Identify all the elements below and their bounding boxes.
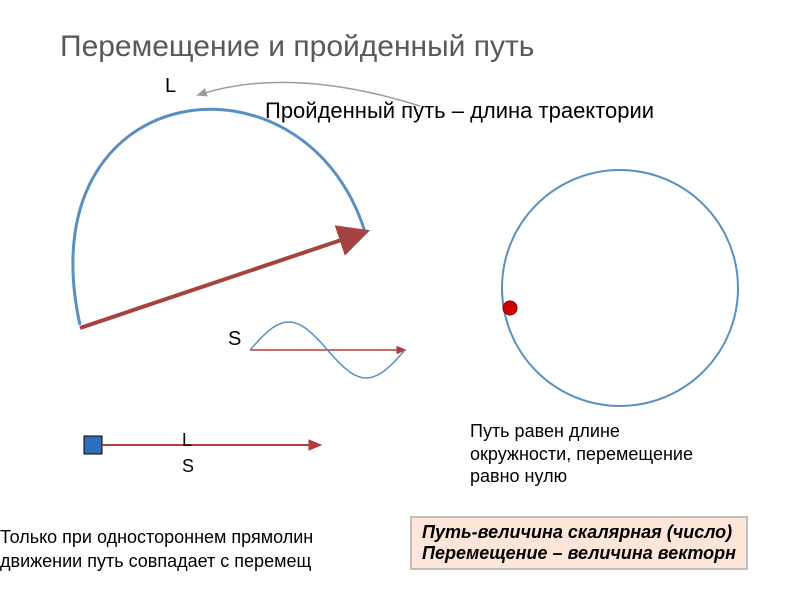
trajectory-circle (502, 170, 738, 406)
label-S-arc: S (228, 328, 241, 351)
label-L-segment: L (182, 430, 192, 451)
square-icon (84, 436, 102, 454)
note-line-1: Путь-величина скалярная (число) (422, 522, 736, 543)
slide-stage: Перемещение и пройденный путь Пройденный… (0, 0, 800, 600)
note-box: Путь-величина скалярная (число) Перемеще… (410, 516, 748, 570)
circle-caption: Путь равен длинеокружности, перемещениер… (470, 420, 693, 488)
displacement-arrow (80, 232, 365, 328)
note-line-2: Перемещение – величина векторн (422, 543, 736, 564)
trajectory-arc (73, 109, 365, 325)
subtitle-text: Пройденный путь – длина траектории (265, 98, 654, 124)
circle-start-dot (503, 301, 517, 315)
diagram-svg (0, 0, 800, 600)
bottom-text: Только при одностороннем прямолиндвижени… (0, 525, 313, 574)
slide-title: Перемещение и пройденный путь (60, 30, 534, 64)
label-L-arc: L (165, 75, 176, 98)
label-S-segment: S (182, 456, 194, 477)
